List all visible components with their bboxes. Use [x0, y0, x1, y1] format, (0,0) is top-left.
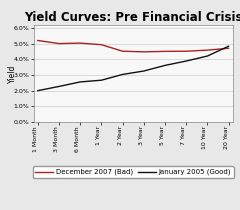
- January 2005 (Good): [163, 64, 166, 67]
- January 2005 (Good): [206, 55, 209, 57]
- January 2005 (Good): [121, 73, 124, 76]
- December 2007 (Bad): [206, 49, 209, 51]
- January 2005 (Good): [227, 45, 230, 47]
- January 2005 (Good): [79, 81, 82, 83]
- Line: December 2007 (Bad): December 2007 (Bad): [38, 41, 228, 52]
- December 2007 (Bad): [36, 39, 39, 42]
- January 2005 (Good): [142, 70, 145, 72]
- December 2007 (Bad): [227, 47, 230, 50]
- January 2005 (Good): [100, 79, 103, 81]
- Line: January 2005 (Good): January 2005 (Good): [38, 46, 228, 91]
- January 2005 (Good): [58, 85, 60, 88]
- December 2007 (Bad): [142, 51, 145, 53]
- Legend: December 2007 (Bad), January 2005 (Good): December 2007 (Bad), January 2005 (Good): [33, 166, 234, 178]
- January 2005 (Good): [185, 60, 188, 62]
- Y-axis label: Yield: Yield: [8, 64, 17, 83]
- December 2007 (Bad): [58, 42, 60, 45]
- December 2007 (Bad): [163, 50, 166, 53]
- December 2007 (Bad): [185, 50, 188, 52]
- December 2007 (Bad): [100, 43, 103, 46]
- December 2007 (Bad): [79, 42, 82, 44]
- December 2007 (Bad): [121, 50, 124, 52]
- January 2005 (Good): [36, 89, 39, 92]
- Title: Yield Curves: Pre Financial Crisis: Yield Curves: Pre Financial Crisis: [24, 11, 240, 24]
